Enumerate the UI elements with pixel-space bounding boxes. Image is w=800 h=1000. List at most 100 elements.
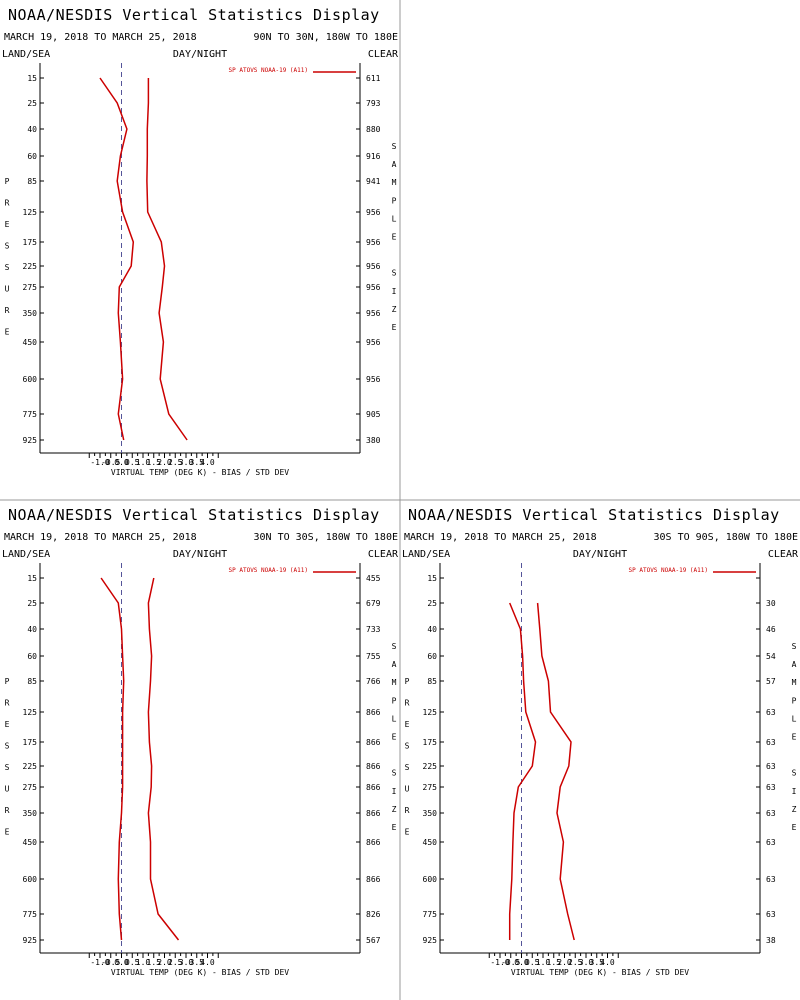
- pressure-tick-label: 40: [27, 625, 37, 634]
- pressure-axis-letter: U: [405, 785, 410, 794]
- sample-size-axis-letter: E: [392, 733, 397, 742]
- pressure-tick-label: 25: [427, 599, 437, 608]
- sample-size-axis-letter: S: [792, 642, 797, 651]
- pressure-axis-letter: R: [405, 699, 410, 708]
- x-tick-label: -0.5: [101, 458, 120, 467]
- pressure-tick-label: 125: [23, 208, 38, 217]
- x-tick-label: 1.5: [147, 458, 162, 467]
- x-tick-label: 4.0: [600, 958, 615, 967]
- panel-title: NOAA/NESDIS Vertical Statistics Display: [8, 506, 380, 524]
- pressure-tick-label: 350: [423, 809, 438, 818]
- sample-size-axis-letter: Z: [792, 805, 797, 814]
- pressure-axis-letter: S: [405, 742, 410, 751]
- x-tick-label: 2.5: [168, 958, 183, 967]
- bias-line: [100, 577, 125, 941]
- bias-line: [508, 602, 537, 940]
- pressure-axis-letter: R: [5, 306, 10, 315]
- sample-size-axis-letter: P: [792, 696, 797, 705]
- pressure-tick-label: 225: [23, 262, 38, 271]
- panel-title: NOAA/NESDIS Vertical Statistics Display: [8, 6, 380, 24]
- sample-size-axis-letter: L: [392, 714, 397, 723]
- pressure-tick-label: 125: [423, 708, 438, 717]
- day-night-label: DAY/NIGHT: [173, 49, 227, 60]
- pressure-axis-letter: E: [405, 720, 410, 729]
- pressure-tick-label: 25: [27, 99, 37, 108]
- pressure-tick-label: 275: [423, 783, 438, 792]
- region-label: 30S TO 90S, 180W TO 180E: [654, 532, 799, 543]
- sample-size-label: 880: [366, 125, 381, 134]
- sample-size-label: 766: [366, 677, 381, 686]
- pressure-axis-letter: S: [405, 763, 410, 772]
- sample-size-label: 956: [366, 375, 381, 384]
- panel-tropics: NOAA/NESDIS Vertical Statistics Display …: [2, 506, 399, 977]
- x-tick-label: 0.0: [114, 458, 129, 467]
- pressure-tick-label: 15: [427, 574, 437, 583]
- sample-size-axis-letter: L: [392, 214, 397, 223]
- sample-size-axis-letter: S: [392, 642, 397, 651]
- x-axis-label: VIRTUAL TEMP (DEG K) - BIAS / STD DEV: [111, 468, 289, 477]
- x-axis-label: VIRTUAL TEMP (DEG K) - BIAS / STD DEV: [111, 968, 289, 977]
- pressure-tick-label: 450: [23, 338, 38, 347]
- region-label: 90N TO 30N, 180W TO 180E: [254, 32, 399, 43]
- sample-size-label: 956: [366, 283, 381, 292]
- sample-size-axis-letter: M: [392, 678, 397, 687]
- sample-size-label: 733: [366, 625, 381, 634]
- pressure-tick-label: 15: [27, 74, 37, 83]
- sample-size-label: 63: [766, 708, 776, 717]
- x-tick-label: 1.0: [136, 958, 151, 967]
- land-sea-label: LAND/SEA: [2, 49, 50, 60]
- sample-size-axis-letter: I: [392, 287, 397, 296]
- x-tick-label: 1.0: [536, 958, 551, 967]
- sample-size-axis-letter: E: [792, 823, 797, 832]
- sample-size-label: 63: [766, 809, 776, 818]
- sample-size-label: 956: [366, 208, 381, 217]
- x-tick-label: 2.5: [568, 958, 583, 967]
- pressure-tick-label: 40: [27, 125, 37, 134]
- panel-south: NOAA/NESDIS Vertical Statistics Display …: [402, 506, 799, 977]
- sample-size-axis-letter: A: [792, 660, 797, 669]
- pressure-tick-label: 225: [23, 762, 38, 771]
- std-dev-line: [536, 602, 575, 941]
- x-tick-label: 2.0: [157, 458, 172, 467]
- pressure-axis-letter: U: [5, 785, 10, 794]
- clear-label: CLEAR: [368, 49, 399, 60]
- pressure-tick-label: 15: [27, 574, 37, 583]
- sample-size-label: 866: [366, 762, 381, 771]
- sample-size-axis-letter: I: [792, 787, 797, 796]
- sample-size-axis-letter: A: [392, 160, 397, 169]
- pressure-tick-label: 85: [27, 177, 37, 186]
- x-tick-label: 3.5: [190, 958, 205, 967]
- pressure-axis-letter: S: [5, 242, 10, 251]
- sample-size-axis-letter: S: [392, 142, 397, 151]
- pressure-axis-letter: S: [5, 742, 10, 751]
- pressure-tick-label: 925: [423, 936, 438, 945]
- pressure-tick-label: 450: [23, 838, 38, 847]
- sample-size-axis-letter: E: [392, 323, 397, 332]
- sample-size-axis-letter: S: [392, 769, 397, 778]
- pressure-axis-letter: U: [5, 285, 10, 294]
- pressure-tick-label: 600: [23, 875, 38, 884]
- pressure-tick-label: 175: [23, 238, 38, 247]
- pressure-tick-label: 25: [27, 599, 37, 608]
- sample-size-axis-letter: L: [792, 714, 797, 723]
- sample-size-label: 30: [766, 599, 776, 608]
- sample-size-label: 956: [366, 262, 381, 271]
- sample-size-label: 63: [766, 838, 776, 847]
- x-tick-label: 3.5: [190, 458, 205, 467]
- pressure-tick-label: 125: [23, 708, 38, 717]
- sample-size-axis-letter: M: [392, 178, 397, 187]
- sample-size-label: 905: [366, 410, 381, 419]
- x-tick-label: 0.0: [114, 958, 129, 967]
- sample-size-label: 63: [766, 910, 776, 919]
- pressure-tick-label: 85: [27, 677, 37, 686]
- sample-size-label: 567: [366, 936, 381, 945]
- sample-size-label: 866: [366, 809, 381, 818]
- pressure-axis-letter: R: [5, 806, 10, 815]
- pressure-axis-letter: P: [5, 177, 10, 186]
- x-tick-label: 4.0: [200, 458, 215, 467]
- x-tick-label: 3.5: [590, 958, 605, 967]
- x-tick-label: 2.0: [157, 958, 172, 967]
- x-axis-label: VIRTUAL TEMP (DEG K) - BIAS / STD DEV: [511, 968, 689, 977]
- pressure-tick-label: 775: [23, 410, 38, 419]
